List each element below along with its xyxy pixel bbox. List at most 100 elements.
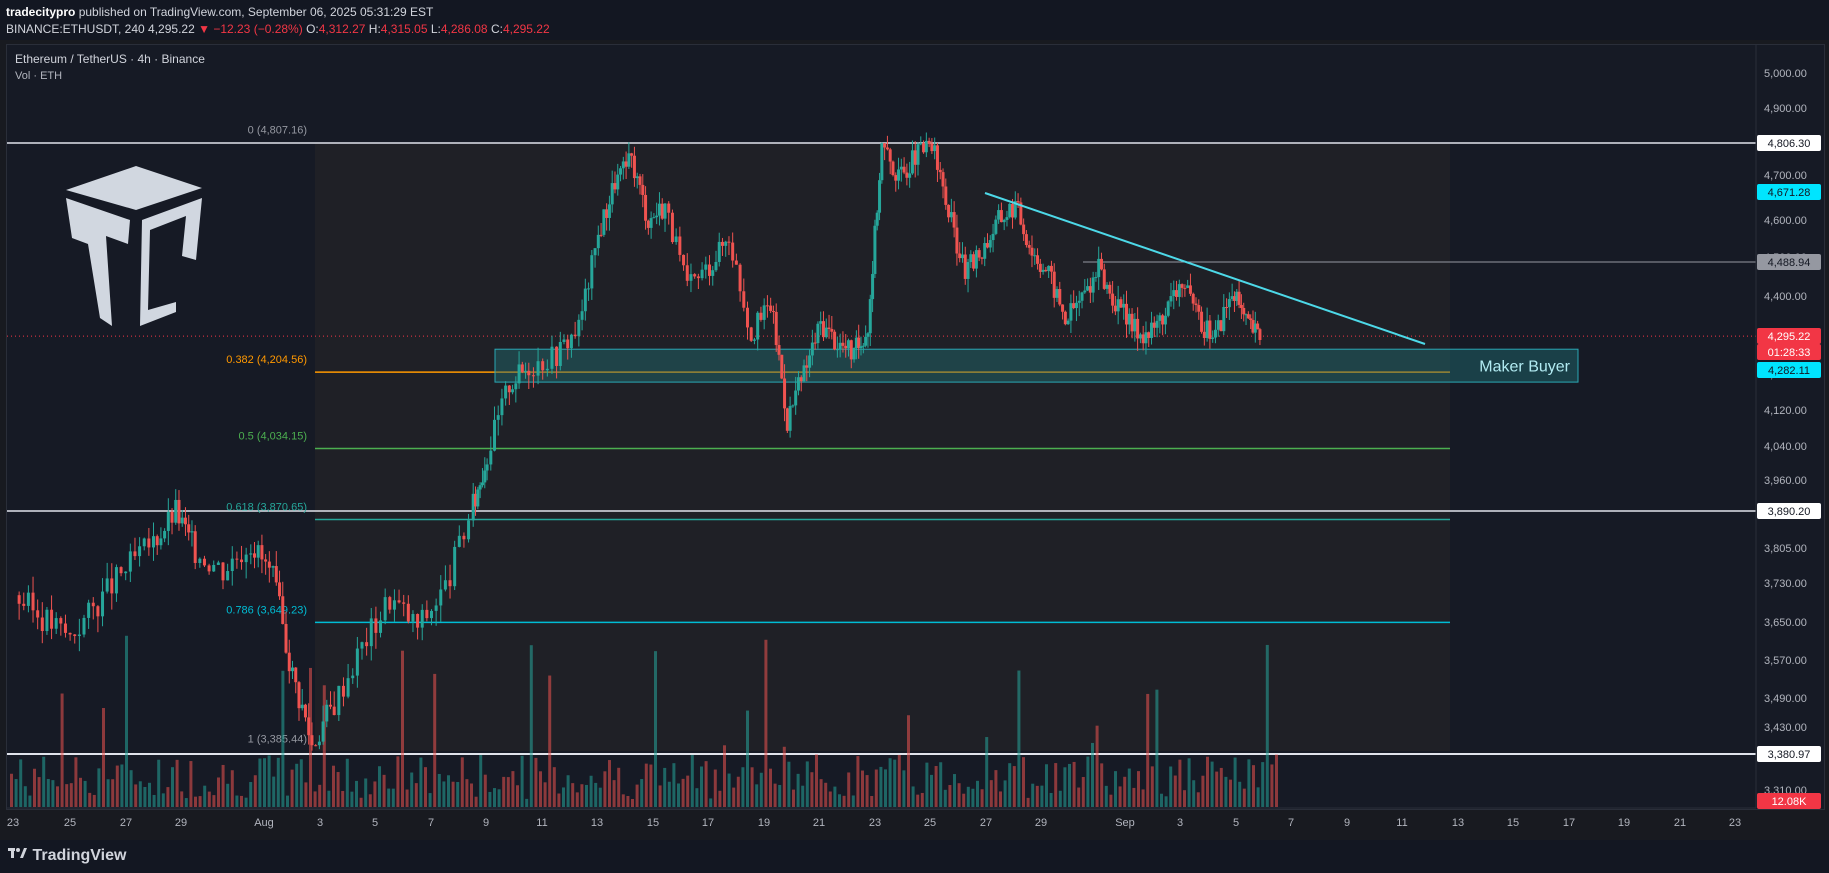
time-axis-tick: 15: [647, 817, 659, 829]
volume-bar: [1086, 756, 1090, 807]
volume-bar: [1026, 797, 1030, 807]
candle-body: [974, 250, 978, 269]
volume-bar: [525, 798, 529, 807]
candle-body: [105, 578, 109, 592]
candle-body: [341, 685, 345, 697]
candle-body: [1038, 263, 1042, 272]
candle-body: [1063, 311, 1067, 325]
volume-bar: [1150, 766, 1154, 807]
volume-bar: [157, 759, 161, 807]
time-axis-tick: 29: [175, 817, 187, 829]
time-axis-tick: 19: [1618, 817, 1630, 829]
candle-body: [847, 340, 850, 349]
volume-bar: [138, 781, 142, 807]
candle-body: [101, 591, 105, 617]
volume-bar: [773, 783, 777, 807]
candle-body: [762, 305, 766, 320]
candle-body: [1030, 247, 1034, 256]
candle-body: [627, 153, 631, 167]
candle-body: [724, 241, 728, 246]
time-axis-tick: 13: [591, 817, 603, 829]
candle-body: [291, 667, 294, 672]
volume-bar: [355, 780, 358, 807]
publisher-name[interactable]: tradecitypro: [6, 5, 76, 19]
candle-body: [355, 648, 359, 676]
volume-bar: [74, 757, 78, 807]
volume-bar: [69, 783, 73, 807]
volume-bar: [732, 787, 736, 807]
candle-body: [734, 260, 738, 265]
volume-bar: [1155, 689, 1159, 807]
candle-body: [878, 180, 882, 213]
volume-bar: [442, 781, 446, 807]
candle-body: [972, 254, 976, 269]
candle-body: [374, 618, 378, 633]
price-tag-label: 4,671.28: [1768, 187, 1811, 199]
candle-body: [1108, 284, 1112, 294]
candle-body: [1019, 202, 1023, 225]
candle-body: [166, 511, 170, 531]
volume-bar: [1270, 764, 1274, 807]
candle-body: [1225, 306, 1229, 308]
volume-bar: [1229, 779, 1232, 807]
candle-body: [908, 173, 912, 178]
volume-bar: [419, 757, 423, 807]
volume-bar: [368, 794, 372, 807]
candle-body: [1227, 299, 1231, 308]
volume-bar: [686, 775, 690, 807]
candle-body: [1186, 285, 1190, 288]
candle-body: [278, 582, 282, 597]
candle-body: [885, 147, 889, 150]
volume-bar: [143, 786, 147, 807]
candle-body: [720, 241, 724, 246]
candle-body: [26, 592, 30, 606]
candle-body: [580, 311, 584, 320]
volume-bar: [19, 759, 23, 807]
candle-body: [794, 390, 798, 406]
candle-body: [652, 217, 656, 219]
candle-body: [467, 520, 471, 540]
volume-bar: [1238, 781, 1242, 807]
candle-body: [864, 336, 868, 346]
volume-bar: [718, 790, 722, 807]
volume-bar: [497, 789, 501, 807]
candle-body: [765, 305, 769, 307]
candle-body: [402, 602, 406, 604]
volume-bar: [962, 793, 966, 807]
candle-body: [332, 706, 336, 716]
candle-body: [1072, 303, 1076, 309]
candle-body: [1002, 219, 1006, 223]
volume-bar: [1173, 775, 1177, 807]
candle-body: [897, 169, 901, 181]
candle-body: [1013, 201, 1017, 218]
price-tag: [1757, 328, 1821, 344]
candle-body: [147, 538, 151, 548]
candle-body: [827, 327, 831, 330]
candle-body: [17, 595, 21, 604]
volume-bar: [819, 779, 823, 807]
volume-bar: [322, 685, 326, 807]
candle-body: [689, 274, 693, 281]
candle-body: [569, 334, 573, 349]
descending-trendline[interactable]: [984, 192, 1426, 345]
candle-body: [1141, 334, 1145, 344]
candle-body: [1086, 286, 1090, 291]
candle-body: [774, 311, 778, 346]
candle-body: [590, 255, 594, 289]
volume-bar: [1068, 763, 1071, 807]
volume-bar: [1275, 754, 1278, 807]
volume-bar: [746, 710, 749, 807]
volume-bar: [410, 772, 414, 807]
candle-body: [927, 140, 931, 144]
candle-body: [1022, 224, 1026, 235]
volume-bar: [980, 789, 984, 807]
volume-bar: [1081, 777, 1085, 807]
candle-body: [1113, 305, 1117, 312]
tradingview-brand[interactable]: TradingView: [8, 846, 126, 865]
volume-bar: [994, 770, 998, 807]
candle-body: [541, 361, 545, 371]
volume-bar: [815, 754, 818, 807]
time-axis-tick: 29: [1035, 817, 1047, 829]
candle-body: [511, 389, 515, 393]
